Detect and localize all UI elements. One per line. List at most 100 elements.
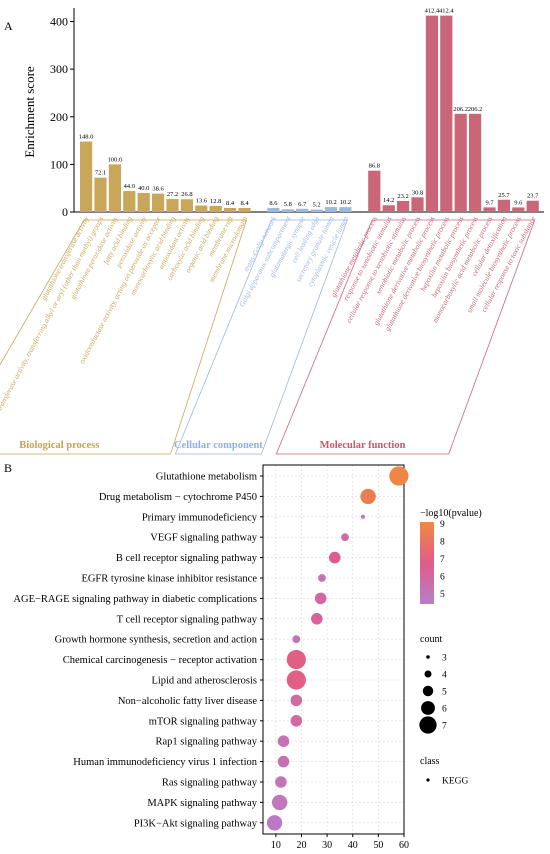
bar bbox=[296, 208, 309, 212]
bar bbox=[339, 207, 352, 212]
group-name-label: Molecular function bbox=[320, 440, 406, 451]
bar bbox=[281, 209, 294, 212]
data-point bbox=[277, 755, 290, 768]
bar bbox=[454, 113, 467, 212]
pathway-label: B cell receptor signaling pathway bbox=[116, 553, 258, 564]
data-point bbox=[286, 650, 306, 670]
bar bbox=[180, 199, 193, 212]
data-point bbox=[318, 574, 326, 582]
bar-value-label: 8.4 bbox=[240, 200, 249, 207]
bar-value-label: 9.6 bbox=[514, 199, 523, 206]
bar bbox=[483, 207, 496, 212]
x-tick-label: 60 bbox=[399, 840, 409, 851]
group-bracket bbox=[174, 219, 348, 455]
bar bbox=[195, 205, 208, 212]
data-point bbox=[277, 735, 290, 747]
bar bbox=[425, 15, 438, 212]
bar-value-label: 9.7 bbox=[485, 199, 494, 206]
bar-value-label: 25.7 bbox=[498, 192, 510, 199]
bar bbox=[267, 207, 280, 212]
color-bar-tick-label: 7 bbox=[440, 555, 445, 565]
bar-value-label: 40.0 bbox=[138, 185, 149, 192]
bar-value-label: 148.0 bbox=[79, 134, 94, 141]
bar-value-label: 8.6 bbox=[269, 200, 278, 207]
pathway-label: MAPK signaling pathway bbox=[147, 798, 257, 809]
pathway-label: PI3K−Akt signaling pathway bbox=[134, 818, 258, 829]
bar-value-label: 44.0 bbox=[124, 183, 135, 190]
bar bbox=[166, 199, 179, 212]
bar-value-label: 26.8 bbox=[181, 191, 192, 198]
bar bbox=[80, 141, 93, 212]
bar bbox=[209, 205, 222, 212]
bar-value-label: 206.2 bbox=[453, 106, 468, 113]
bar-value-label: 38.6 bbox=[152, 186, 164, 193]
data-point bbox=[266, 815, 283, 831]
data-point bbox=[360, 514, 365, 519]
panel-a-label: A bbox=[4, 19, 13, 33]
color-bar-tick-label: 9 bbox=[440, 520, 445, 530]
group-name-label: Cellular component bbox=[174, 440, 263, 451]
x-tick-label: 30 bbox=[322, 840, 332, 851]
bar bbox=[310, 209, 323, 212]
bar-value-label: 30.8 bbox=[412, 189, 423, 196]
bar-value-label: 8.4 bbox=[226, 200, 235, 207]
bar-value-label: 412.4 bbox=[425, 8, 440, 15]
bar-value-label: 23.7 bbox=[527, 193, 539, 200]
y-axis-title: Enrichment score bbox=[22, 66, 37, 158]
bar-value-label: 6.7 bbox=[298, 201, 307, 208]
bar bbox=[526, 200, 539, 212]
bar bbox=[512, 207, 525, 212]
legend-count-label: 5 bbox=[442, 688, 447, 698]
x-tick-label: 20 bbox=[296, 840, 306, 851]
bar-value-label: 12.8 bbox=[210, 198, 221, 205]
plot-frame bbox=[262, 464, 405, 835]
bar bbox=[469, 113, 482, 212]
data-point bbox=[292, 635, 301, 644]
legend-count-label: 4 bbox=[442, 671, 447, 681]
pathway-label: Lipid and atherosclerosis bbox=[151, 676, 257, 687]
pathway-label: Growth hormone synthesis, secretion and … bbox=[55, 635, 258, 646]
pathway-label: EGFR tyrosine kinase inhibitor resistanc… bbox=[81, 574, 257, 585]
bar-value-label: 13.6 bbox=[196, 198, 208, 205]
bar-value-label: 10.2 bbox=[340, 199, 351, 206]
bar-value-label: 72.1 bbox=[95, 170, 106, 177]
bar-value-label: 206.2 bbox=[468, 106, 483, 113]
legend-count-dot bbox=[426, 655, 430, 659]
bar-value-label: 5.8 bbox=[284, 201, 292, 208]
legend-count-dot bbox=[421, 701, 435, 715]
legend-count-title: count bbox=[420, 634, 442, 645]
pathway-label: Non−alcoholic fatty liver disease bbox=[118, 696, 258, 707]
legend-count-dot bbox=[419, 716, 437, 734]
bar bbox=[411, 197, 424, 212]
data-point bbox=[275, 776, 287, 788]
y-tick-label: 400 bbox=[50, 15, 68, 29]
y-tick-label: 200 bbox=[50, 110, 68, 124]
bar-value-label: 5.2 bbox=[313, 202, 321, 209]
legend-count-label: 7 bbox=[442, 722, 447, 732]
bar bbox=[397, 200, 410, 212]
bar-value-label: 27.2 bbox=[167, 191, 178, 198]
category-label: transferase activity, transferring alkyl… bbox=[0, 215, 105, 412]
y-tick-label: 100 bbox=[50, 157, 68, 171]
legend-count-dot bbox=[424, 670, 432, 678]
pathway-label: Human immunodeficiency virus 1 infection bbox=[73, 757, 257, 768]
bar-value-label: 100.0 bbox=[108, 156, 123, 163]
data-point bbox=[314, 592, 327, 605]
bar bbox=[108, 164, 121, 212]
bar bbox=[440, 15, 453, 212]
bar-value-label: 412.4 bbox=[439, 8, 454, 15]
group-bracket bbox=[0, 219, 248, 455]
data-point bbox=[290, 715, 303, 727]
legend-class-title: class bbox=[420, 756, 440, 767]
color-bar bbox=[420, 522, 434, 604]
pathway-label: Ras signaling pathway bbox=[162, 778, 258, 789]
y-tick-label: 0 bbox=[62, 205, 68, 219]
pathway-label: Chemical carcinogenesis − receptor activ… bbox=[63, 655, 258, 666]
bar bbox=[238, 208, 251, 212]
color-bar-tick-label: 8 bbox=[440, 538, 445, 548]
bar bbox=[94, 177, 107, 212]
